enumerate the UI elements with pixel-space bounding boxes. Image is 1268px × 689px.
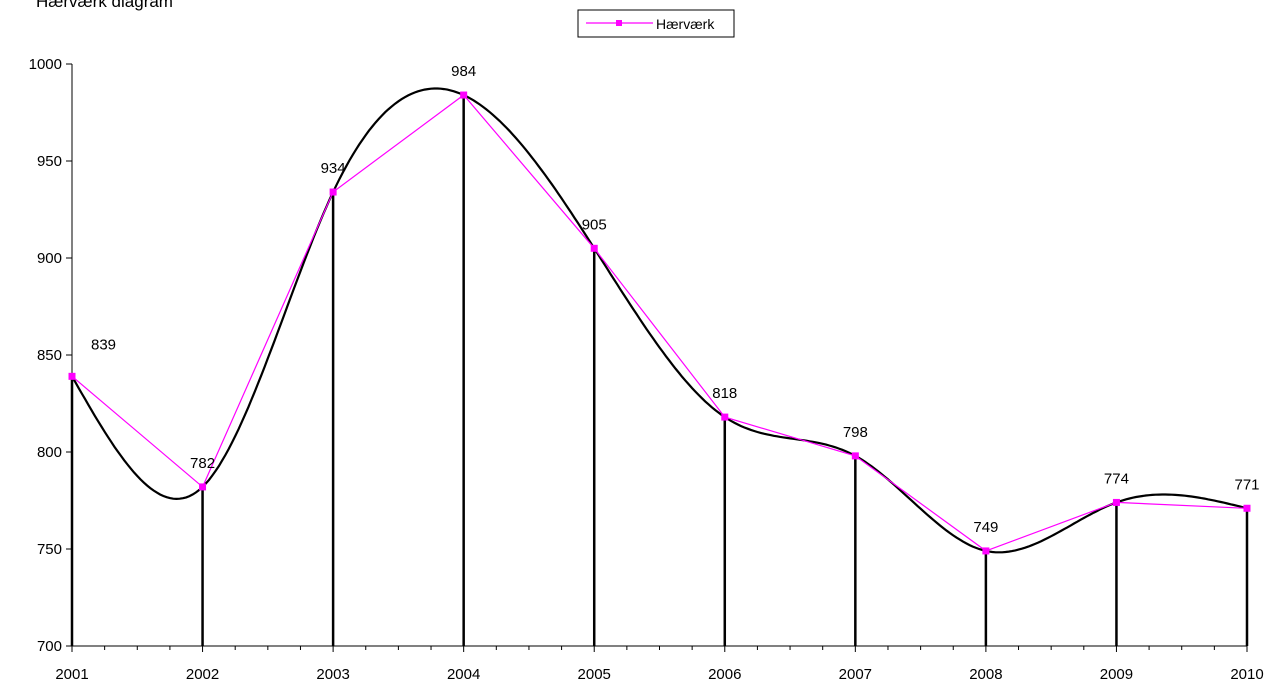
x-tick-label: 2002 <box>186 666 219 683</box>
data-label: 798 <box>843 424 868 441</box>
data-label: 774 <box>1104 470 1129 487</box>
y-tick-label: 800 <box>37 444 62 461</box>
x-tick-label: 2007 <box>839 666 872 683</box>
data-point-marker <box>199 483 207 491</box>
data-point-marker <box>1112 498 1120 506</box>
data-label: 984 <box>451 63 476 80</box>
data-point-marker <box>590 244 598 252</box>
data-labels: 839 782 934 984 905 818 798 749 774 771 <box>91 63 1260 536</box>
data-label: 782 <box>190 455 215 472</box>
x-tick-label: 2001 <box>55 666 88 683</box>
y-tick-label: 750 <box>37 541 62 558</box>
legend: Hærværk <box>577 9 735 38</box>
y-tick-label: 700 <box>37 638 62 655</box>
x-tick-label: 2003 <box>316 666 349 683</box>
data-point-marker <box>982 547 990 555</box>
series-markers <box>68 91 1251 555</box>
trendline-curve <box>71 87 1248 554</box>
data-point-marker <box>329 188 337 196</box>
data-point-marker <box>851 452 859 460</box>
cropped-page-text: Hærværk diagram <box>36 0 173 11</box>
y-ticks: 700 750 800 850 900 950 1000 <box>29 56 72 655</box>
legend-marker-swatch <box>616 20 622 26</box>
data-label: 839 <box>91 336 116 353</box>
data-point-marker <box>460 91 468 99</box>
data-point-marker <box>1243 504 1251 512</box>
data-point-marker <box>721 413 729 421</box>
x-tick-label: 2004 <box>447 666 480 683</box>
data-label: 934 <box>321 160 346 177</box>
data-label: 749 <box>973 519 998 536</box>
drop-lines <box>70 95 1249 646</box>
data-label: 771 <box>1234 476 1259 493</box>
data-label: 905 <box>582 216 607 233</box>
series-line-haervaerk <box>71 94 1248 552</box>
y-tick-label: 950 <box>37 153 62 170</box>
y-tick-label: 1000 <box>29 56 62 73</box>
x-tick-label: 2010 <box>1230 666 1263 683</box>
x-tick-label: 2006 <box>708 666 741 683</box>
y-tick-label: 850 <box>37 347 62 364</box>
x-tick-label: 2008 <box>969 666 1002 683</box>
x-tick-label: 2009 <box>1100 666 1133 683</box>
y-tick-label: 900 <box>37 250 62 267</box>
x-ticks: 2001 2002 2003 2004 2005 2006 2007 2008 2009 2010 <box>55 646 1264 683</box>
data-label: 818 <box>712 385 737 402</box>
data-point-marker <box>68 372 76 380</box>
legend-label: Hærværk <box>656 16 715 32</box>
x-tick-label: 2005 <box>578 666 611 683</box>
